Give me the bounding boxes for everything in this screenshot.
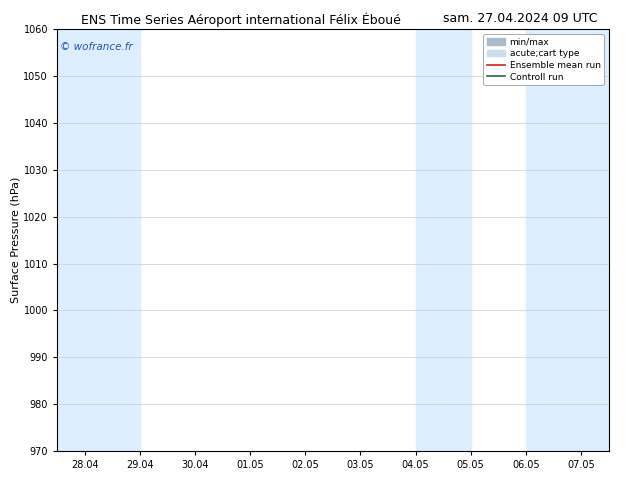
Legend: min/max, acute;cart type, Ensemble mean run, Controll run: min/max, acute;cart type, Ensemble mean … (483, 34, 604, 85)
Y-axis label: Surface Pressure (hPa): Surface Pressure (hPa) (11, 177, 21, 303)
Bar (57, 29, 139, 451)
Text: sam. 27.04.2024 09 UTC: sam. 27.04.2024 09 UTC (443, 12, 597, 25)
Bar (526, 29, 609, 451)
Text: © wofrance.fr: © wofrance.fr (60, 42, 133, 52)
Bar (416, 29, 470, 451)
Text: ENS Time Series Aéroport international Félix Éboué: ENS Time Series Aéroport international F… (81, 12, 401, 27)
